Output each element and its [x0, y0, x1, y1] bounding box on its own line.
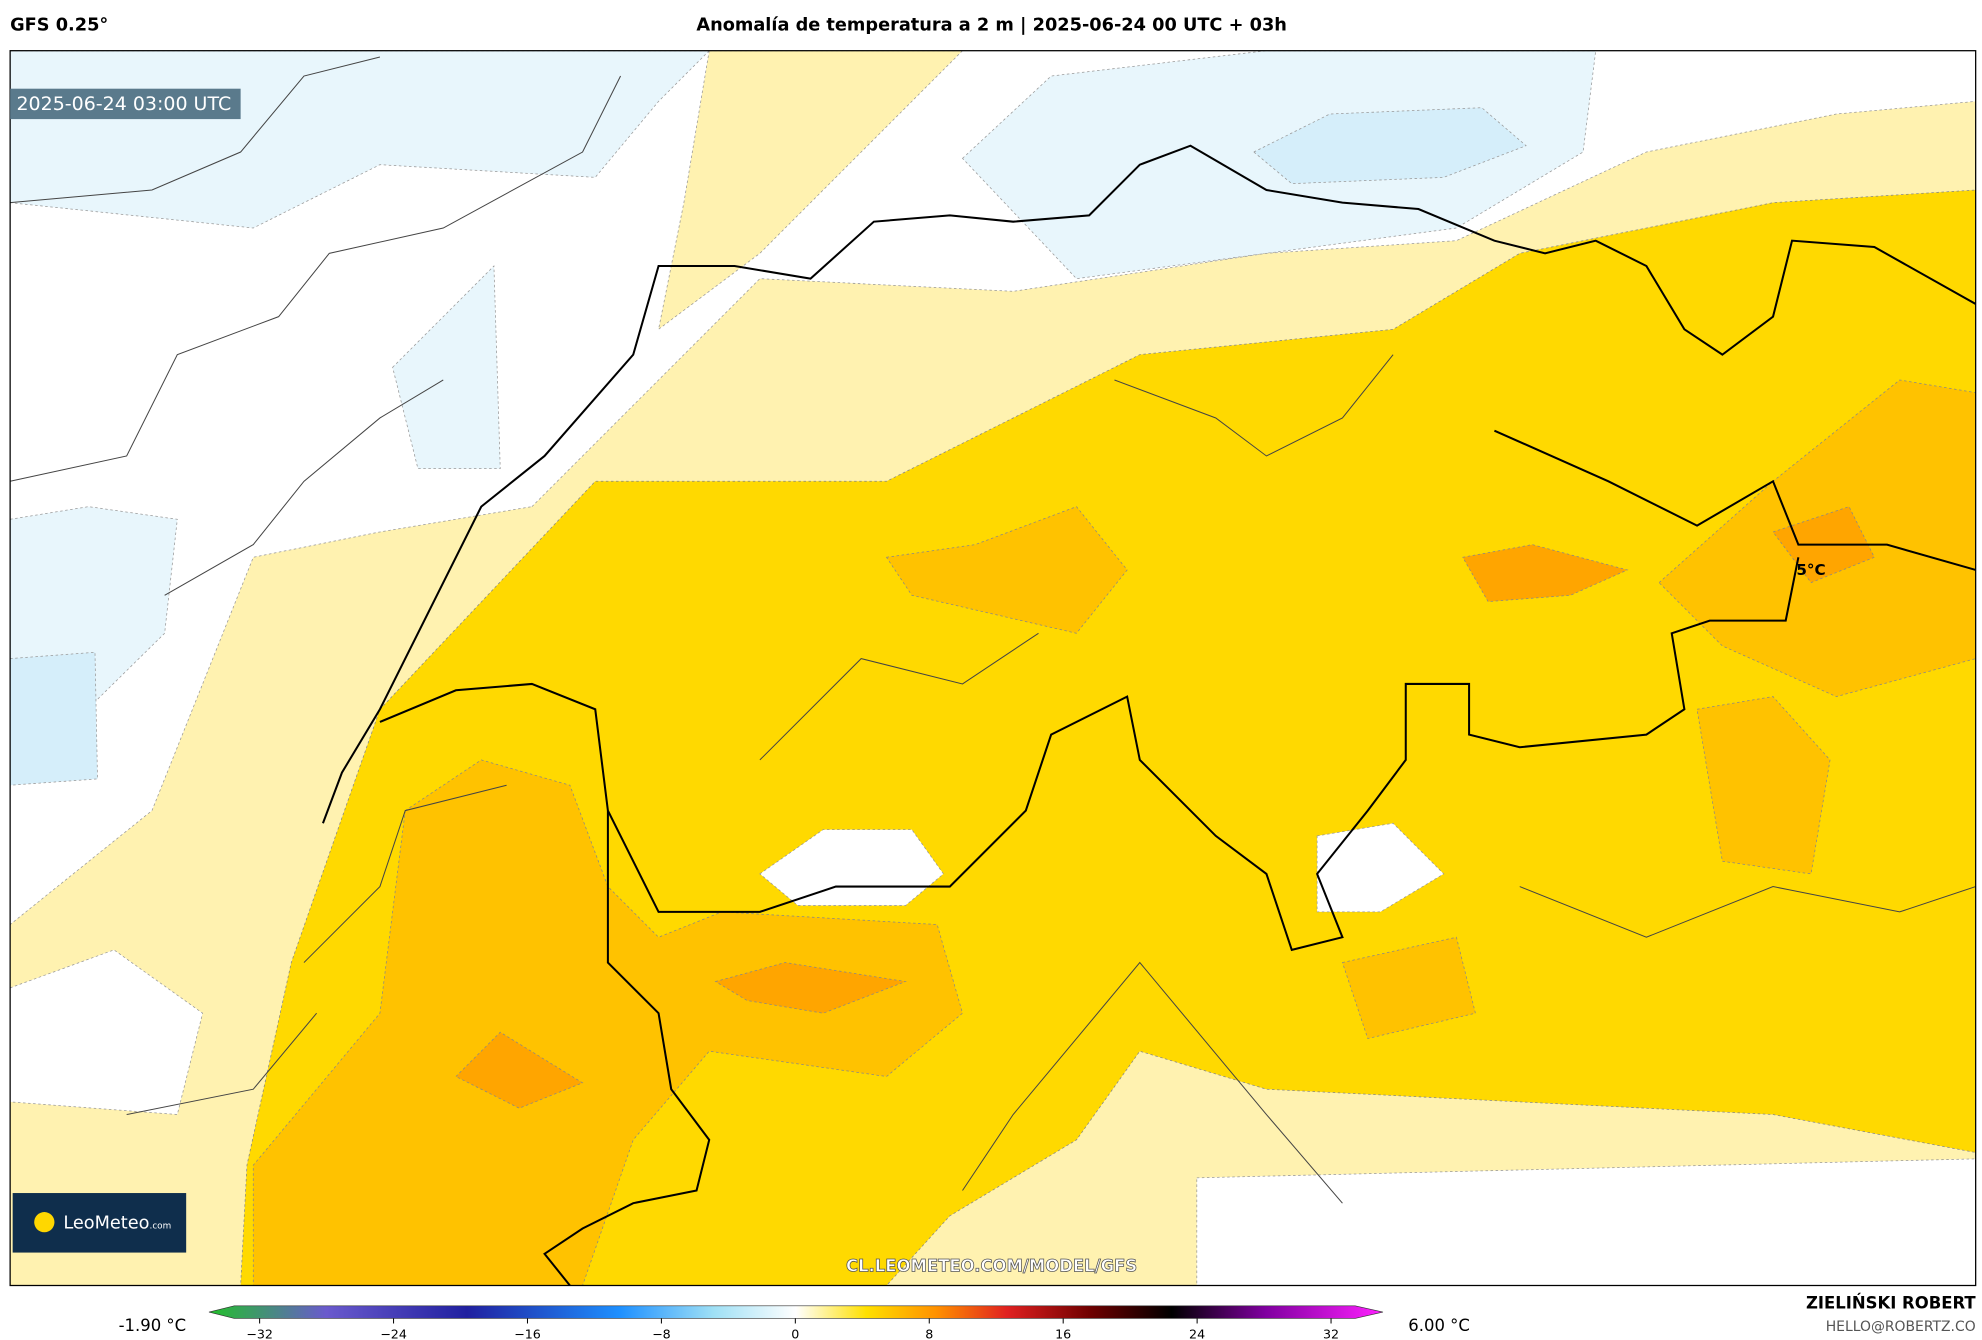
- borders: [10, 56, 1976, 1204]
- colorbar-tick-label: 16: [1055, 1327, 1071, 1340]
- colorbar-tick-label: −24: [380, 1327, 407, 1340]
- logo-text: LeoMeteo.com: [63, 1214, 171, 1234]
- colorbar-min: -1.90 °C: [119, 1316, 187, 1335]
- time-badge: [10, 88, 241, 120]
- model-name: GFS 0.25°: [10, 15, 108, 35]
- colorbar-tick-label: 32: [1323, 1327, 1339, 1340]
- colorbar-tick-label: 0: [791, 1327, 799, 1340]
- watermark: CL.LEOMETEO.COM/MODEL/GFS: [846, 1257, 1137, 1276]
- colorbar-max: 6.00 °C: [1408, 1316, 1470, 1335]
- colorbar-tick-label: 8: [925, 1327, 933, 1340]
- logo-sun: [34, 1212, 55, 1233]
- contour-label: 5°C: [1796, 561, 1825, 579]
- country-borders: [321, 144, 1976, 1286]
- logo-suffix: .com: [150, 1222, 172, 1232]
- colorbar-tick-label: 24: [1189, 1327, 1205, 1340]
- logo-name: LeoMeteo: [63, 1214, 149, 1234]
- colorbar-tick-label: −8: [652, 1327, 671, 1340]
- colorbar-tick-label: −32: [246, 1327, 273, 1340]
- valid-time: 2025-06-24 03:00 UTC: [16, 93, 231, 115]
- blue-regions: [10, 50, 1597, 989]
- white-patches: [10, 822, 1976, 1286]
- colorbar-tick-label: −16: [514, 1327, 541, 1340]
- map-frame: [9, 50, 1977, 1287]
- colorbar: [208, 1305, 1384, 1319]
- email: HELLO@ROBERTZ.CO: [1826, 1319, 1976, 1335]
- map-area: [10, 50, 1976, 1286]
- colorbar-ticks: −32 −24 −16 −8 0 8 16 24 32: [246, 1318, 1339, 1340]
- map-title: Anomalía de temperatura a 2 m | 2025-06-…: [696, 15, 1287, 35]
- author: ZIELIŃSKI ROBERT: [1806, 1293, 1976, 1312]
